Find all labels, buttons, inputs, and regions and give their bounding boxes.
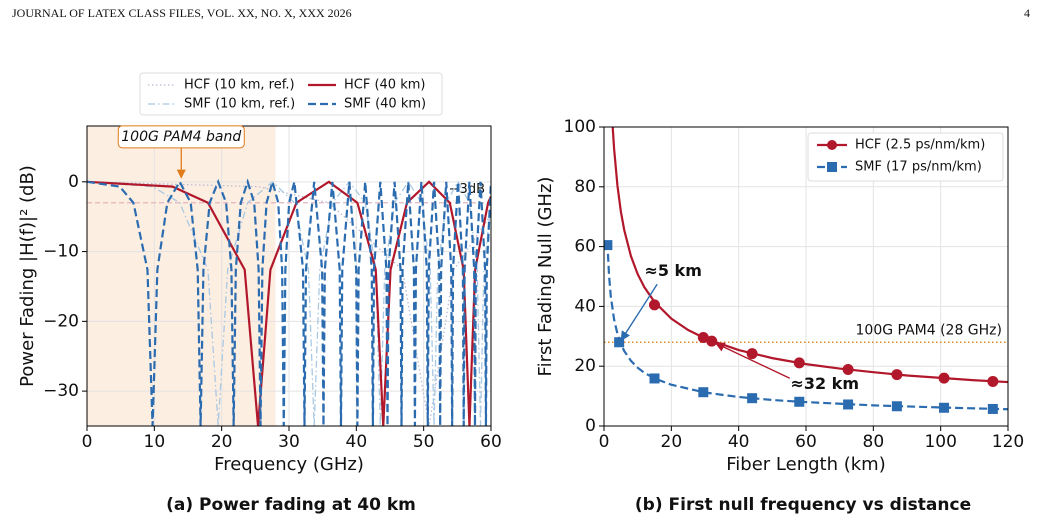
plot-area	[87, 177, 491, 426]
x-tick-label: 100	[924, 432, 956, 452]
x-tick-label: 20	[211, 432, 233, 452]
y-tick-label: −20	[43, 311, 79, 331]
data-marker	[891, 369, 903, 381]
data-marker	[793, 357, 805, 369]
x-axis-label: Fiber Length (km)	[726, 454, 885, 475]
x-tick-label: 60	[480, 432, 502, 452]
y-tick-label: 0	[585, 416, 596, 436]
data-marker	[706, 335, 718, 347]
data-marker	[938, 372, 950, 384]
y-tick-label: 100	[564, 117, 596, 137]
data-marker	[794, 396, 805, 407]
legend-label: HCF (10 km, ref.)	[184, 78, 295, 93]
legend-label: SMF (10 km, ref.)	[184, 97, 295, 112]
y-axis-label: First Fading Null (GHz)	[535, 177, 556, 377]
data-marker	[987, 375, 999, 387]
x-tick-label: 20	[661, 432, 683, 452]
y-tick-label: 40	[574, 296, 596, 316]
y-tick-label: 0	[68, 172, 79, 192]
y-tick-label: 80	[574, 177, 596, 197]
y-tick-label: −30	[43, 381, 79, 401]
x-tick-label: 40	[728, 432, 750, 452]
x-axis-label: Frequency (GHz)	[214, 454, 364, 475]
plot-area	[604, 127, 1008, 414]
page-number: 4	[1024, 6, 1030, 20]
annotation-arrow	[620, 283, 658, 342]
x-tick-label: 60	[795, 432, 817, 452]
series-line	[606, 241, 1008, 411]
data-marker	[698, 387, 709, 398]
x-tick-label: 10	[144, 432, 166, 452]
data-marker	[604, 240, 613, 251]
legend-box	[139, 72, 443, 116]
legend-label: SMF (40 km)	[344, 97, 426, 112]
legend-label: SMF (17 ps/nm/km)	[855, 160, 982, 175]
data-marker	[842, 363, 854, 375]
y-tick-label: 60	[574, 237, 596, 257]
y-tick-label: −10	[43, 242, 79, 262]
data-marker	[614, 337, 625, 348]
y-tick-label: 20	[574, 356, 596, 376]
data-marker	[891, 401, 902, 412]
legend-marker	[827, 162, 837, 172]
plot-frame	[603, 126, 1009, 427]
x-tick-label: 120	[992, 432, 1024, 452]
data-marker	[987, 403, 998, 414]
x-tick-label: 30	[278, 432, 300, 452]
data-marker	[939, 402, 950, 413]
legend-label: HCF (2.5 ps/nm/km)	[855, 138, 985, 153]
x-tick-label: 0	[82, 432, 93, 452]
data-marker	[843, 399, 854, 410]
x-tick-label: 80	[863, 432, 885, 452]
annotation: ≈32 km	[790, 374, 859, 393]
legend-box	[807, 132, 1004, 182]
data-marker	[747, 393, 758, 404]
annotation-arrow	[714, 342, 791, 379]
caption: (b) First null frequency vs distance	[635, 495, 971, 515]
series-line	[87, 180, 491, 426]
legend-marker	[827, 140, 837, 150]
caption: (a) Power fading at 40 km	[166, 495, 416, 515]
x-tick-label: 50	[413, 432, 435, 452]
series-line	[87, 180, 491, 426]
annotation: ≈5 km	[644, 261, 701, 280]
legend-label: HCF (40 km)	[344, 78, 425, 93]
data-marker	[746, 348, 758, 360]
plot-frame	[86, 125, 492, 427]
x-tick-label: 0	[599, 432, 610, 452]
header-title: JOURNAL OF LATEX CLASS FILES, VOL. XX, N…	[12, 6, 352, 20]
reference-label: 100G PAM4 (28 GHz)	[856, 322, 1003, 338]
data-marker	[697, 331, 709, 343]
data-marker	[649, 299, 660, 311]
data-marker	[649, 373, 660, 384]
y-axis-label: Power Fading |H(f)|² (dB)	[17, 165, 38, 387]
annotation: 100G PAM4 band	[121, 129, 241, 145]
x-tick-label: 40	[346, 432, 368, 452]
